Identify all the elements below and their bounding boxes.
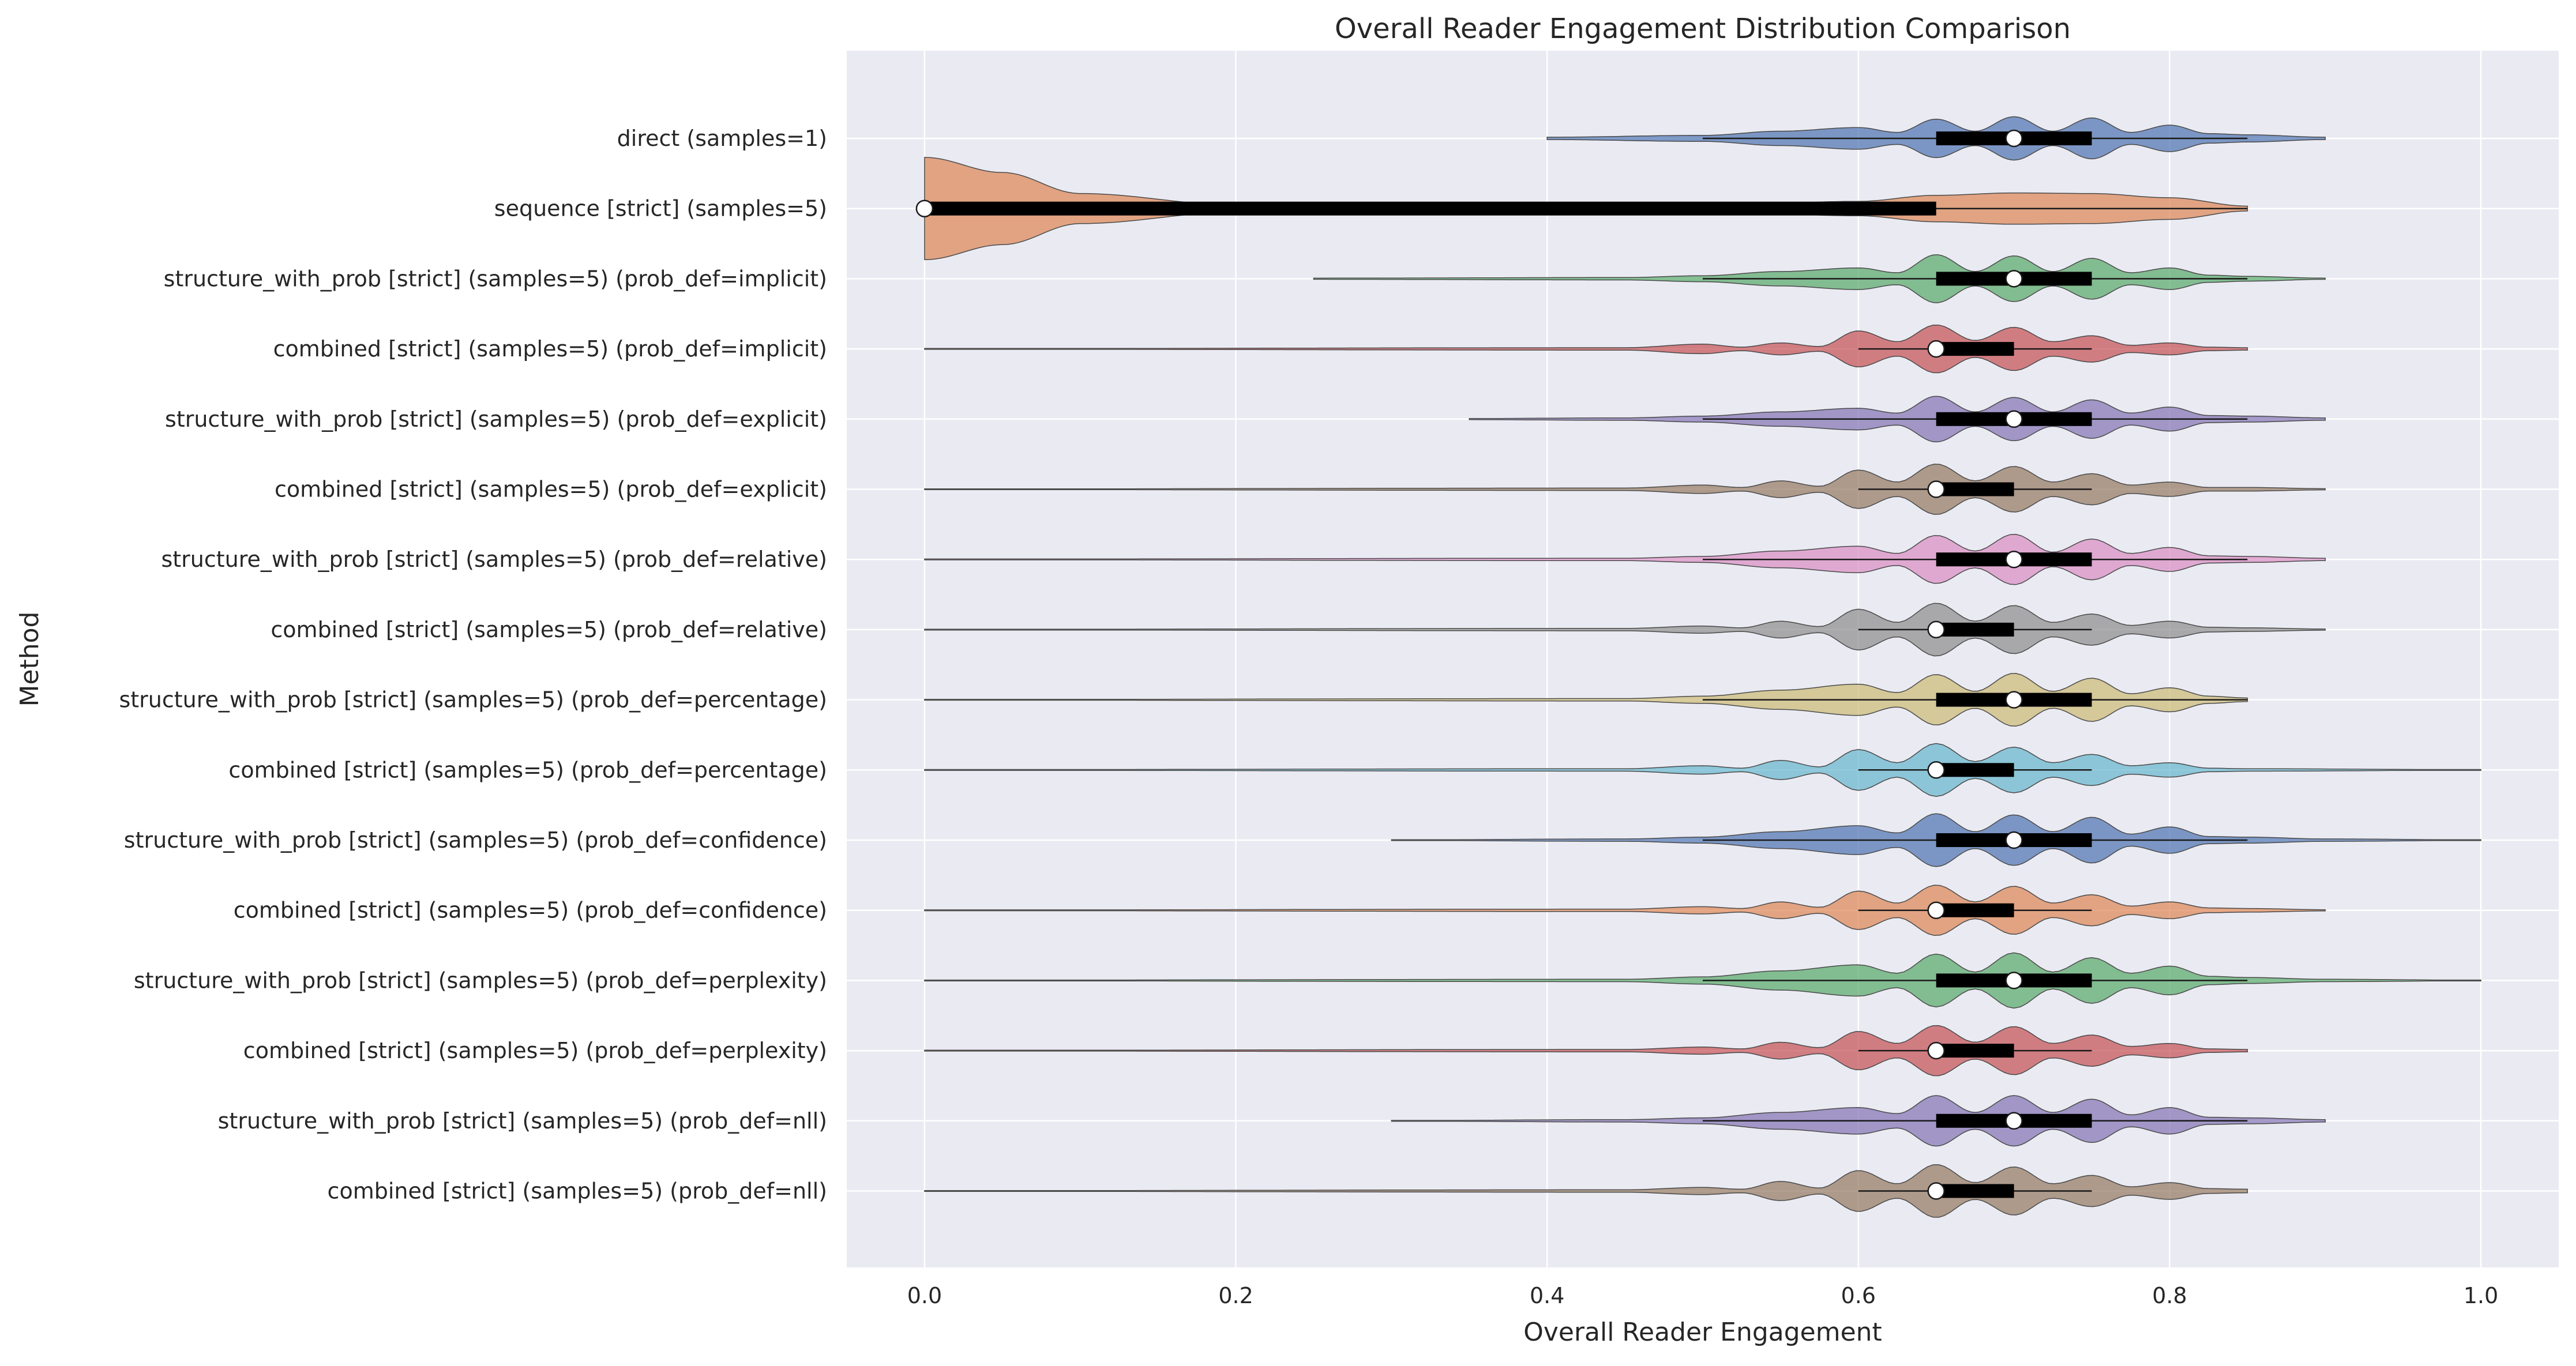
method-label: combined [strict] (samples=5) (prob_def=… <box>273 336 827 362</box>
violin-row <box>1391 1095 2326 1147</box>
chart-title: Overall Reader Engagement Distribution C… <box>1335 13 2071 45</box>
method-label: structure_with_prob [strict] (samples=5)… <box>134 968 827 993</box>
violin-row <box>924 533 2326 585</box>
method-label: sequence [strict] (samples=5) <box>494 196 827 221</box>
violin-median-marker <box>1927 1041 1945 1060</box>
violin-body <box>924 324 2248 374</box>
violin-body <box>924 1025 2248 1077</box>
violin-row <box>924 1164 2248 1218</box>
violins <box>915 116 2481 1218</box>
violin-body <box>924 533 2326 585</box>
violin-body <box>924 673 2248 727</box>
violin-median-marker <box>1927 340 1945 358</box>
method-label: combined [strict] (samples=5) (prob_def=… <box>234 898 827 923</box>
violin-median-marker <box>2005 129 2023 148</box>
violin-iqr-box <box>1936 903 2014 917</box>
method-label: combined [strict] (samples=5) (prob_def=… <box>271 617 827 642</box>
x-tick-label: 1.0 <box>2464 1283 2498 1308</box>
violin-row <box>924 952 2481 1009</box>
violin-row <box>924 464 2326 515</box>
method-label: direct (samples=1) <box>617 126 827 151</box>
violin-median-marker <box>1927 761 1945 779</box>
violin-iqr-box <box>1936 1044 2014 1058</box>
violin-row <box>924 885 2326 936</box>
violin-median-marker <box>2005 972 2023 989</box>
violin-row <box>924 1025 2248 1077</box>
violin-median-marker <box>1927 480 1945 498</box>
x-tick-label: 0.6 <box>1841 1283 1876 1308</box>
violin-median-marker <box>915 200 934 217</box>
violin-median-marker <box>1927 620 1945 639</box>
violin-iqr-box <box>1936 763 2014 777</box>
method-label: combined [strict] (samples=5) (prob_def=… <box>243 1038 827 1063</box>
method-labels: direct (samples=1) sequence [strict] (sam… <box>119 126 827 1204</box>
x-tick-label: 0.2 <box>1218 1283 1253 1308</box>
violin-iqr-box <box>1936 1184 2014 1198</box>
violin-body <box>924 603 2326 657</box>
violin-row <box>924 324 2248 374</box>
violin-iqr-box <box>1936 342 2014 356</box>
violin-row <box>924 603 2326 657</box>
violin-row <box>1546 116 2326 161</box>
method-label: combined [strict] (samples=5) (prob_def=… <box>275 477 827 502</box>
violin-median-marker <box>2005 270 2023 288</box>
violin-iqr-box <box>1936 482 2014 496</box>
violin-body <box>924 743 2481 797</box>
violin-row <box>1391 813 2481 867</box>
method-label: combined [strict] (samples=5) (prob_def=… <box>328 1179 827 1204</box>
y-axis-title: Method <box>15 611 44 706</box>
method-label: combined [strict] (samples=5) (prob_def=… <box>228 757 827 782</box>
violin-iqr-box <box>924 201 1936 216</box>
violin-median-marker <box>2005 691 2023 709</box>
violin-iqr-box <box>1936 622 2014 637</box>
method-label: structure_with_prob [strict] (samples=5)… <box>161 547 827 572</box>
method-label: structure_with_prob [strict] (samples=5)… <box>165 407 827 432</box>
x-tick-label: 0.0 <box>907 1283 942 1308</box>
x-tick-labels: 0.0 0.2 0.4 0.6 0.8 1.0 <box>907 1283 2499 1308</box>
violin-row <box>1469 396 2326 443</box>
violin-body <box>924 885 2326 936</box>
violin-median-marker <box>2005 831 2023 849</box>
x-tick-label: 0.4 <box>1530 1283 1564 1308</box>
method-label: structure_with_prob [strict] (samples=5)… <box>124 827 827 853</box>
plot-area <box>847 51 2559 1267</box>
violin-median-marker <box>2005 550 2023 569</box>
violin-row <box>924 673 2248 727</box>
violin-median-marker <box>2005 410 2023 428</box>
violin-body <box>924 1164 2248 1218</box>
violin-body <box>924 464 2326 515</box>
x-tick-label: 0.8 <box>2152 1283 2187 1308</box>
violin-row <box>1313 254 2326 303</box>
violin-median-marker <box>1927 1182 1945 1200</box>
violin-row <box>915 157 2248 261</box>
method-label: structure_with_prob [strict] (samples=5)… <box>119 687 827 713</box>
x-axis-title: Overall Reader Engagement <box>1523 1318 1882 1347</box>
violin-median-marker <box>2005 1112 2023 1130</box>
method-label: structure_with_prob [strict] (samples=5)… <box>164 266 827 291</box>
method-label: structure_with_prob [strict] (samples=5)… <box>218 1108 827 1134</box>
violin-row <box>924 743 2481 797</box>
violin-median-marker <box>1927 901 1945 919</box>
